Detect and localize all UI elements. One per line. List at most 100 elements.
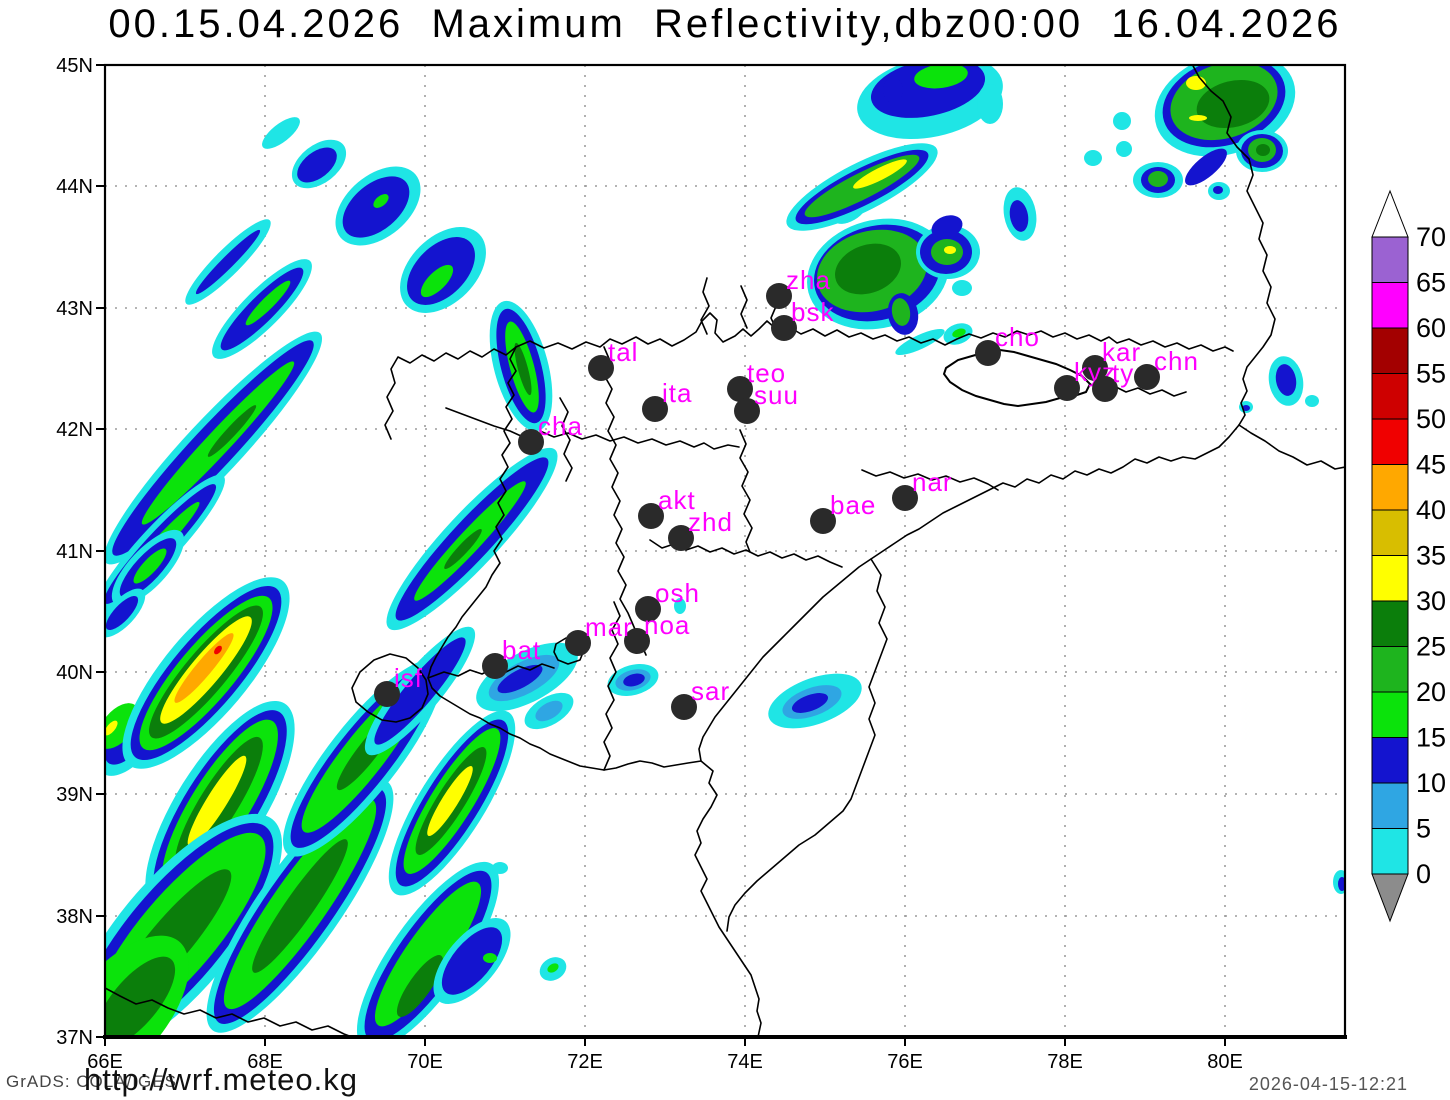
colorbar-box [1371,373,1409,420]
radar-cell [1009,200,1029,232]
lon-label: 80E [1207,1051,1243,1073]
radar-cell [1185,148,1227,186]
station-label-kar: kar [1102,337,1141,367]
radar-cell [105,956,176,1037]
lat-label: 39N [56,784,93,806]
lat-label: 43N [56,298,93,320]
station-label-sar: sar [691,676,730,706]
station-label-zhd: zhd [688,507,733,537]
radar-cell [1275,364,1297,396]
colorbar-box [1371,236,1409,283]
colorbar-label: 50 [1416,404,1446,434]
radar-cell [373,194,389,208]
radar-cell [1084,150,1102,166]
radar-cell [1338,877,1345,891]
lon-label: 70E [407,1051,443,1073]
station-label-cha: cha [538,411,583,441]
radar-cell [195,229,261,295]
border-chuy-1 [700,277,710,335]
border-chatkal-2 [559,397,573,482]
station-marker-kar [1082,355,1108,381]
station-marker-bsk [771,315,797,341]
radar-cell [944,246,956,254]
lat-label: 37N [56,1027,93,1049]
lat-label: 41N [56,541,93,563]
radar-cell [952,328,966,338]
radar-cell [547,963,559,973]
station-marker-noa [624,628,650,654]
reflectivity-shading [105,65,1345,1037]
lon-label: 74E [727,1051,763,1073]
lat-label: 44N [56,176,93,198]
colorbar-box [1371,509,1409,556]
station-marker-teo [727,376,753,402]
border-west [427,346,702,771]
radar-cell [492,862,508,874]
border-isfana-enclave [351,653,429,723]
radar-cell [1196,79,1270,129]
station-marker-ita [642,396,668,422]
border-north [515,312,1234,352]
station-label-isf: isf [394,663,423,693]
radar-cell [420,264,454,298]
colorbar-box [1371,782,1409,829]
colorbar-box [1371,737,1409,784]
radar-cell [252,839,348,973]
radar-cell [914,65,968,89]
radar-cell [952,280,972,296]
radar-cell [105,703,139,749]
station-marker-suu [734,398,760,424]
lon-label: 78E [1047,1051,1083,1073]
colorbar-label: 25 [1416,632,1446,662]
border-south-arc [698,424,1240,762]
radar-cell [105,596,139,630]
colorbar-label: 45 [1416,450,1446,480]
lon-label: 66E [87,1051,123,1073]
station-label-teo: teo [747,358,786,388]
station-label-nar: nar [912,467,953,497]
source-url-text: http://wrf.meteo.kg [84,1062,358,1097]
radar-cell [931,215,963,239]
radar-cell [444,528,482,570]
radar-cell [245,280,291,326]
radar-cell [1113,112,1131,130]
radar-cell [207,405,257,457]
station-marker-cho [975,340,1001,366]
station-marker-zhd [668,525,694,551]
colorbar-box [1371,646,1409,693]
radar-cell [1186,76,1206,90]
station-marker-zha [766,283,792,309]
station-marker-bae [810,508,836,534]
station-label-noa: noa [644,610,690,640]
colorbar-label: 60 [1416,313,1446,343]
lon-label: 72E [567,1051,603,1073]
radar-cell [427,765,473,837]
station-marker-tal [588,355,614,381]
radar-cell [1213,186,1223,194]
station-marker-osh [635,596,661,622]
radar-cell [497,664,543,694]
plot-title: 00.15.04.2026 Maximum Reflectivity,dbz00… [108,2,1342,46]
colorbar-box [1371,282,1409,329]
radar-cell [396,955,444,1017]
lat-label: 40N [56,662,93,684]
station-marker-mar [565,630,591,656]
station-label-mar: mar [585,612,633,642]
station-label-ita: ita [662,378,692,408]
radar-cell [535,700,563,722]
station-label-osh: osh [655,578,700,608]
station-marker-cha [518,429,544,455]
border-bottom-left [105,987,353,1037]
radar-cell [1305,395,1319,407]
radar-cell [514,342,532,396]
radar-cell [977,84,1003,124]
colorbar-label: 10 [1416,768,1446,798]
radar-cell [214,645,222,655]
radar-cell [853,159,907,189]
border-osh-vertical [603,601,621,771]
colorbar-box [1371,464,1409,511]
station-label-zha: zha [786,265,831,295]
